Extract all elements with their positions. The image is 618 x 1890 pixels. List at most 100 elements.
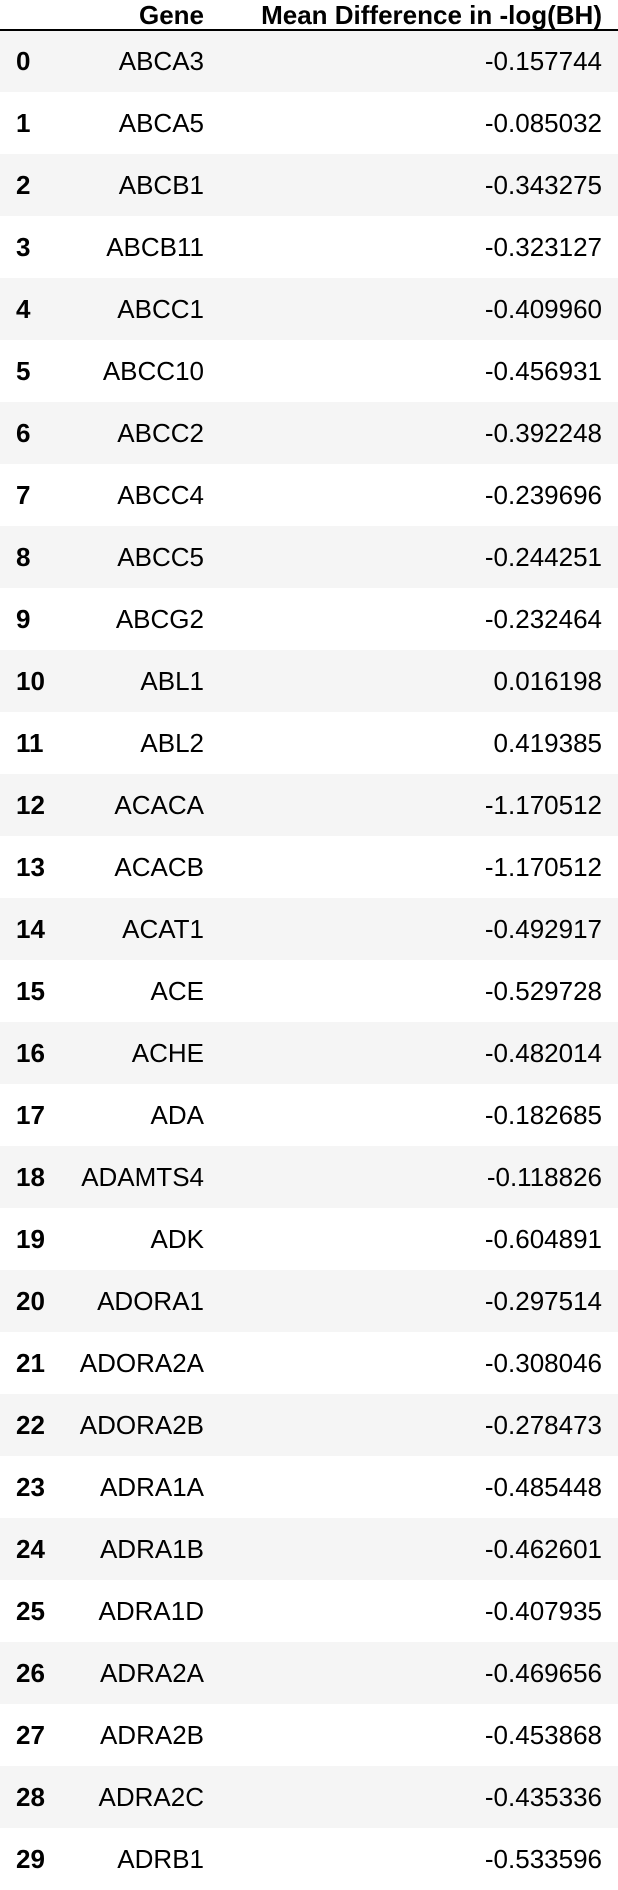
table-row: 4 ABCC1 -0.409960: [0, 278, 618, 340]
row-index: 6: [16, 417, 31, 448]
gene-cell: ACHE: [131, 1037, 204, 1068]
table-row: 10 ABL1 0.016198: [0, 650, 618, 712]
gene-cell: ABCB1: [118, 169, 204, 200]
gene-cell: ADRA1A: [99, 1471, 204, 1502]
mean-difference-cell: -0.323127: [484, 231, 602, 262]
row-index: 14: [16, 913, 45, 944]
header-row: Gene Mean Difference in -log(BH): [0, 0, 618, 31]
row-index: 3: [16, 231, 31, 262]
mean-difference-cell: -0.469656: [484, 1657, 602, 1688]
mean-difference-cell: -0.297514: [484, 1285, 602, 1316]
table-row: 28 ADRA2C -0.435336: [0, 1766, 618, 1828]
index-column-header: [0, 0, 58, 31]
gene-cell: ABCC2: [117, 417, 204, 448]
gene-cell: ADA: [150, 1099, 204, 1130]
table-row: 27 ADRA2B -0.453868: [0, 1704, 618, 1766]
gene-cell: ABCC4: [117, 479, 204, 510]
row-index: 21: [16, 1347, 45, 1378]
mean-difference-cell: -0.533596: [484, 1843, 602, 1874]
mean-difference-column-header: Mean Difference in -log(BH): [218, 0, 618, 31]
mean-difference-cell: -0.462601: [484, 1533, 602, 1564]
table-row: 14 ACAT1 -0.492917: [0, 898, 618, 960]
row-index: 17: [16, 1099, 45, 1130]
row-index: 7: [16, 479, 31, 510]
row-index: 29: [16, 1843, 45, 1874]
mean-difference-cell: -0.308046: [484, 1347, 602, 1378]
gene-cell: ADK: [150, 1223, 204, 1254]
gene-cell: ADRA2C: [98, 1781, 204, 1812]
gene-cell: ABL1: [140, 665, 204, 696]
gene-cell: ABL2: [140, 727, 204, 758]
gene-cell: ADRA1B: [99, 1533, 204, 1564]
table-row: 8 ABCC5 -0.244251: [0, 526, 618, 588]
mean-difference-cell: -1.170512: [484, 851, 602, 882]
gene-cell: ADORA2A: [79, 1347, 204, 1378]
row-index: 22: [16, 1409, 45, 1440]
row-index: 20: [16, 1285, 45, 1316]
row-index: 12: [16, 789, 45, 820]
table-row: 29 ADRB1 -0.533596: [0, 1828, 618, 1890]
gene-cell: ACAT1: [122, 913, 204, 944]
row-index: 8: [16, 541, 31, 572]
mean-difference-cell: -0.604891: [484, 1223, 602, 1254]
gene-cell: ABCC1: [117, 293, 204, 324]
table-row: 25 ADRA1D -0.407935: [0, 1580, 618, 1642]
table-row: 0 ABCA3 -0.157744: [0, 30, 618, 92]
mean-difference-cell: -0.485448: [484, 1471, 602, 1502]
mean-difference-cell: -0.435336: [484, 1781, 602, 1812]
gene-cell: ADAMTS4: [81, 1161, 204, 1192]
gene-cell: ADRA2A: [99, 1657, 204, 1688]
row-index: 28: [16, 1781, 45, 1812]
gene-cell: ACE: [150, 975, 204, 1006]
table-row: 12 ACACA -1.170512: [0, 774, 618, 836]
gene-cell: ADRA2B: [99, 1719, 204, 1750]
mean-difference-cell: -0.409960: [484, 293, 602, 324]
gene-cell: ADORA2B: [79, 1409, 204, 1440]
row-index: 9: [16, 603, 31, 634]
mean-difference-cell: -0.453868: [484, 1719, 602, 1750]
row-index: 24: [16, 1533, 45, 1564]
gene-cell: ABCB11: [106, 231, 204, 262]
mean-difference-cell: -0.239696: [484, 479, 602, 510]
row-index: 26: [16, 1657, 45, 1688]
mean-difference-cell: -0.232464: [484, 603, 602, 634]
table-row: 6 ABCC2 -0.392248: [0, 402, 618, 464]
table-body: 0 ABCA3 -0.157744 1 ABCA5 -0.085032 2 ABCB1 -0.3…: [0, 30, 618, 1890]
gene-cell: ABCA3: [118, 46, 204, 76]
table-row: 22 ADORA2B -0.278473: [0, 1394, 618, 1456]
gene-cell: ABCA5: [118, 107, 204, 138]
mean-difference-cell: -0.407935: [484, 1595, 602, 1626]
table-row: 17 ADA -0.182685: [0, 1084, 618, 1146]
table-row: 7 ABCC4 -0.239696: [0, 464, 618, 526]
row-index: 10: [16, 665, 45, 696]
gene-cell: ADRB1: [117, 1843, 204, 1874]
mean-difference-cell: -0.182685: [484, 1099, 602, 1130]
row-index: 18: [16, 1161, 45, 1192]
table-row: 24 ADRA1B -0.462601: [0, 1518, 618, 1580]
table-row: 21 ADORA2A -0.308046: [0, 1332, 618, 1394]
table-row: 5 ABCC10 -0.456931: [0, 340, 618, 402]
mean-difference-cell: -0.482014: [484, 1037, 602, 1068]
mean-difference-cell: -0.392248: [484, 417, 602, 448]
gene-cell: ABCG2: [115, 603, 204, 634]
mean-difference-cell: 0.016198: [493, 665, 602, 696]
mean-difference-cell: -0.456931: [484, 355, 602, 386]
table-row: 15 ACE -0.529728: [0, 960, 618, 1022]
gene-cell: ADRA1D: [98, 1595, 204, 1626]
table-row: 2 ABCB1 -0.343275: [0, 154, 618, 216]
row-index: 19: [16, 1223, 45, 1254]
mean-difference-cell: -0.492917: [484, 913, 602, 944]
gene-cell: ACACB: [114, 851, 204, 882]
mean-difference-cell: -0.244251: [484, 541, 602, 572]
mean-difference-cell: -0.085032: [484, 107, 602, 138]
row-index: 15: [16, 975, 45, 1006]
table-row: 11 ABL2 0.419385: [0, 712, 618, 774]
row-index: 4: [16, 293, 31, 324]
table-row: 19 ADK -0.604891: [0, 1208, 618, 1270]
mean-difference-cell: -0.343275: [484, 169, 602, 200]
gene-column-header: Gene: [58, 0, 218, 31]
row-index: 27: [16, 1719, 45, 1750]
table-row: 20 ADORA1 -0.297514: [0, 1270, 618, 1332]
table-row: 9 ABCG2 -0.232464: [0, 588, 618, 650]
gene-cell: ABCC10: [102, 355, 204, 386]
